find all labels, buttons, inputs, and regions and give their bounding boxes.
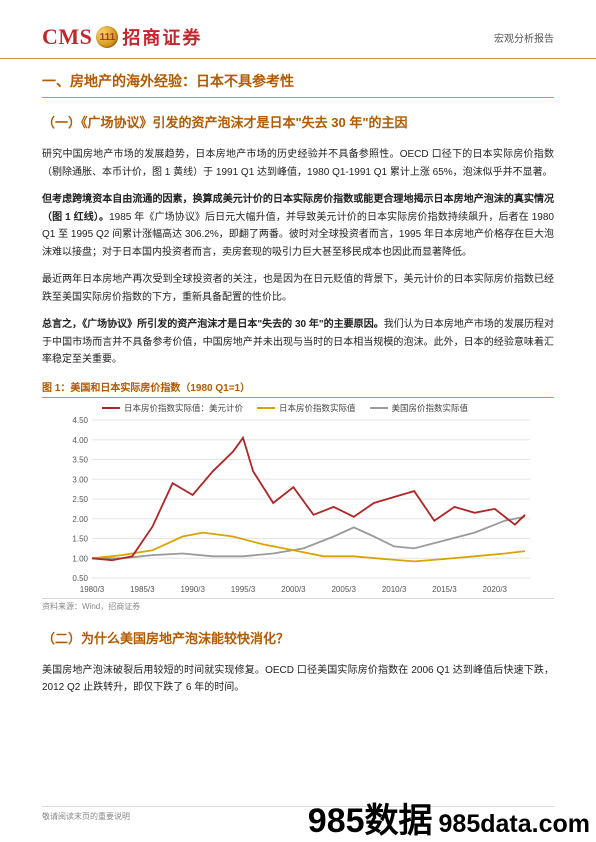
- svg-text:1995/3: 1995/3: [231, 585, 256, 594]
- legend-swatch-0: [102, 407, 120, 409]
- svg-text:2020/3: 2020/3: [483, 585, 508, 594]
- figure-1-title: 图 1：美国和日本实际房价指数（1980 Q1=1）: [42, 379, 554, 398]
- svg-text:2.00: 2.00: [72, 514, 88, 523]
- figure-1-chart: 0.50 1.00 1.50 2.00 2.50 3.00 3.50 4.00 4.50 198…: [58, 416, 538, 596]
- header-rule: [0, 58, 596, 59]
- svg-text:1990/3: 1990/3: [180, 585, 205, 594]
- watermark-b: 985data.com: [439, 810, 590, 838]
- svg-text:1985/3: 1985/3: [130, 585, 155, 594]
- svg-text:1980/3: 1980/3: [80, 585, 105, 594]
- svg-text:2010/3: 2010/3: [382, 585, 407, 594]
- legend-item-1: 日本房价指数实际值: [257, 402, 356, 414]
- footer-note: 敬请阅读末页的重要说明: [42, 812, 130, 821]
- svg-text:1.00: 1.00: [72, 554, 88, 563]
- svg-text:2005/3: 2005/3: [331, 585, 356, 594]
- svg-text:0.50: 0.50: [72, 574, 88, 583]
- svg-text:4.00: 4.00: [72, 435, 88, 444]
- svg-text:1.50: 1.50: [72, 534, 88, 543]
- subsection-1-2-heading: （二）为什么美国房地产泡沫能较快消化？: [42, 628, 554, 650]
- brand-logo: CMS 111 招商证券: [42, 24, 202, 50]
- svg-text:2.50: 2.50: [72, 495, 88, 504]
- legend-swatch-2: [370, 407, 388, 409]
- svg-text:4.50: 4.50: [72, 416, 88, 425]
- legend-item-0: 日本房价指数实际值：美元计价: [102, 402, 243, 414]
- paragraph-4-lead: 总言之，《广场协议》所引发的资产泡沫才是日本"失去的 30 年"的主要原因。: [42, 319, 384, 330]
- svg-text:2015/3: 2015/3: [432, 585, 457, 594]
- watermark-a: 985数据: [308, 802, 433, 840]
- logo-text-cms: CMS: [42, 24, 92, 50]
- paragraph-3: 最近两年日本房地产再次受到全球投资者的关注，也是因为在日元贬值的背景下，美元计价…: [42, 271, 554, 306]
- paragraph-4: 总言之，《广场协议》所引发的资产泡沫才是日本"失去的 30 年"的主要原因。我们…: [42, 316, 554, 369]
- document-type-label: 宏观分析报告: [494, 30, 554, 45]
- legend-label-2: 美国房价指数实际值: [392, 402, 469, 414]
- legend-item-2: 美国房价指数实际值: [370, 402, 469, 414]
- logo-text-cn: 招商证券: [122, 24, 202, 50]
- svg-text:3.00: 3.00: [72, 475, 88, 484]
- paragraph-1: 研究中国房地产市场的发展趋势，日本房地产市场的历史经验并不具备参照性。OECD …: [42, 146, 554, 181]
- figure-1-svg: 0.50 1.00 1.50 2.00 2.50 3.00 3.50 4.00 4.50 198…: [58, 416, 538, 596]
- legend-swatch-1: [257, 407, 275, 409]
- paragraph-2-rest: 1985 年《广场协议》后日元大幅升值，并导致美元计价的日本实际房价指数持续飙升…: [42, 212, 554, 258]
- svg-text:3.50: 3.50: [72, 455, 88, 464]
- watermark: 985数据985data.com: [308, 793, 590, 842]
- section-1-heading: 一、房地产的海外经验：日本不具参考性: [42, 71, 554, 98]
- logo-badge-icon: 111: [96, 26, 118, 48]
- figure-1-legend: 日本房价指数实际值：美元计价 日本房价指数实际值 美国房价指数实际值: [42, 402, 554, 414]
- page-header: CMS 111 招商证券 宏观分析报告: [42, 24, 554, 50]
- section-2-paragraph-1: 美国房地产泡沫破裂后用较短的时间就实现修复。OECD 口径美国实际房价指数在 2…: [42, 662, 554, 697]
- subsection-1-1-heading: （一）《广场协议》引发的资产泡沫才是日本"失去 30 年"的主因: [42, 112, 554, 134]
- legend-label-1: 日本房价指数实际值: [279, 402, 356, 414]
- legend-label-0: 日本房价指数实际值：美元计价: [124, 402, 243, 414]
- svg-text:2000/3: 2000/3: [281, 585, 306, 594]
- paragraph-2: 但考虑跨境资本自由流通的因素，换算成美元计价的日本实际房价指数或能更合理地揭示日…: [42, 191, 554, 261]
- figure-1-source: 资料来源：Wind，招商证券: [42, 598, 554, 612]
